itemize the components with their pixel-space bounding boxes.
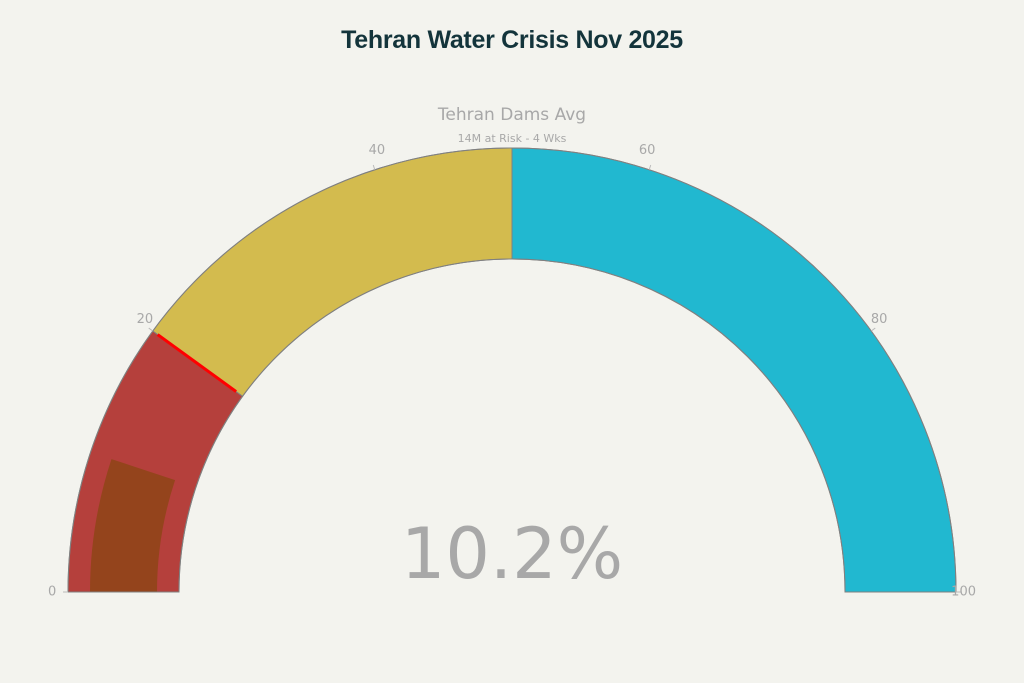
gauge-ticks: 0 20 40 60 80 100	[48, 143, 976, 599]
gauge-tick-label: 100	[951, 585, 976, 600]
gauge-outline	[67, 147, 957, 593]
gauge-tick-label: 0	[48, 585, 56, 600]
gauge-value-readout: 10.2%	[401, 513, 623, 595]
chart-title: Tehran Water Crisis Nov 2025	[341, 26, 683, 54]
gauge-threshold-line	[156, 333, 238, 393]
gauge-outline-layer	[67, 147, 957, 593]
gauge-tick-mark	[648, 164, 652, 170]
gauge-value-bar	[90, 459, 176, 592]
gauge-tick-mark	[372, 164, 376, 170]
gauge-tick-label: 40	[369, 143, 386, 158]
gauge-step-1	[152, 147, 513, 397]
gauge-value-bar-layer	[90, 459, 176, 592]
gauge-tick-label: 80	[871, 312, 888, 327]
gauge-tick-mark	[870, 327, 876, 332]
gauge-tick-label: 60	[639, 143, 656, 158]
gauge-subtitle: 14M at Risk - 4 Wks	[458, 132, 567, 145]
gauge-tick-mark	[148, 327, 154, 332]
gauge-tick-label: 20	[137, 312, 154, 327]
gauge-threshold-layer	[156, 333, 238, 393]
gauge-title: Tehran Dams Avg	[437, 105, 586, 125]
